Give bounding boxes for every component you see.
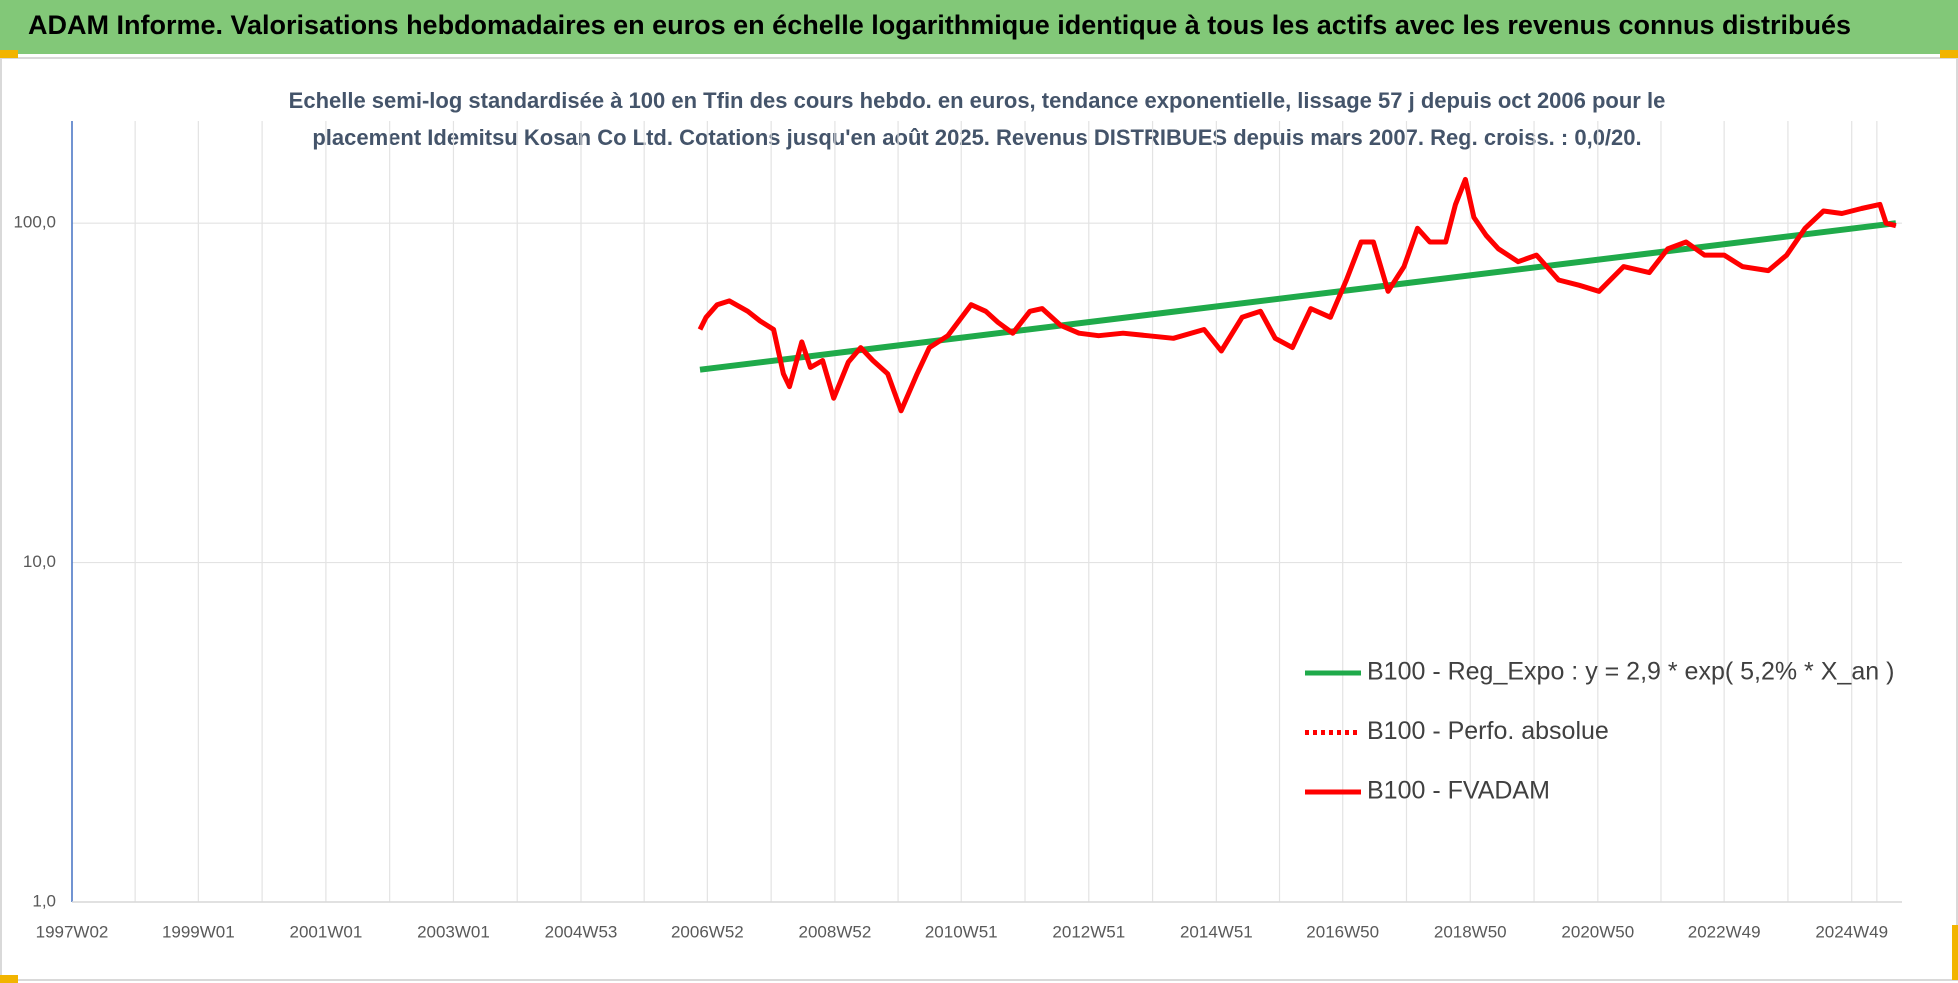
x-tick-label: 1997W02	[36, 922, 109, 941]
x-tick-label: 2010W51	[925, 922, 998, 941]
x-tick-label: 2012W51	[1052, 922, 1125, 941]
series-line	[697, 176, 1897, 414]
chart-subtitle: placement Idemitsu Kosan Co Ltd. Cotatio…	[312, 125, 1641, 150]
legend-label: B100 - FVADAM	[1367, 777, 1550, 805]
x-tick-label: 2022W49	[1688, 922, 1761, 941]
x-tick-label: 2018W50	[1434, 922, 1507, 941]
x-tick-label: 2003W01	[417, 922, 490, 941]
y-tick-label: 1,0	[32, 891, 56, 910]
title-bar	[0, 0, 1958, 54]
x-tick-label: 2024W49	[1815, 922, 1888, 941]
x-tick-label: 2016W50	[1306, 922, 1379, 941]
x-tick-label: 2008W52	[799, 922, 872, 941]
y-tick-label: 100,0	[13, 213, 56, 232]
corner-mark	[1940, 50, 1958, 58]
y-tick-label: 10,0	[23, 552, 56, 571]
x-tick-label: 2004W53	[545, 922, 618, 941]
x-tick-label: 2014W51	[1180, 922, 1253, 941]
x-tick-label: 2006W52	[671, 922, 744, 941]
legend-label: B100 - Perfo. absolue	[1367, 717, 1609, 745]
corner-mark	[0, 50, 18, 58]
chart-subtitle: Echelle semi-log standardisée à 100 en T…	[289, 88, 1666, 113]
legend-label: B100 - Reg_Expo : y = 2,9 * exp( 5,2% * …	[1367, 658, 1894, 686]
x-tick-label: 2020W50	[1561, 922, 1634, 941]
x-tick-label: 2001W01	[290, 922, 363, 941]
chart-frame	[0, 57, 1958, 981]
corner-mark	[0, 975, 18, 983]
corner-mark	[1952, 925, 1958, 980]
x-tick-label: 1999W01	[162, 922, 235, 941]
chart-title: ADAM Informe. Valorisations hebdomadaire…	[28, 10, 1851, 40]
